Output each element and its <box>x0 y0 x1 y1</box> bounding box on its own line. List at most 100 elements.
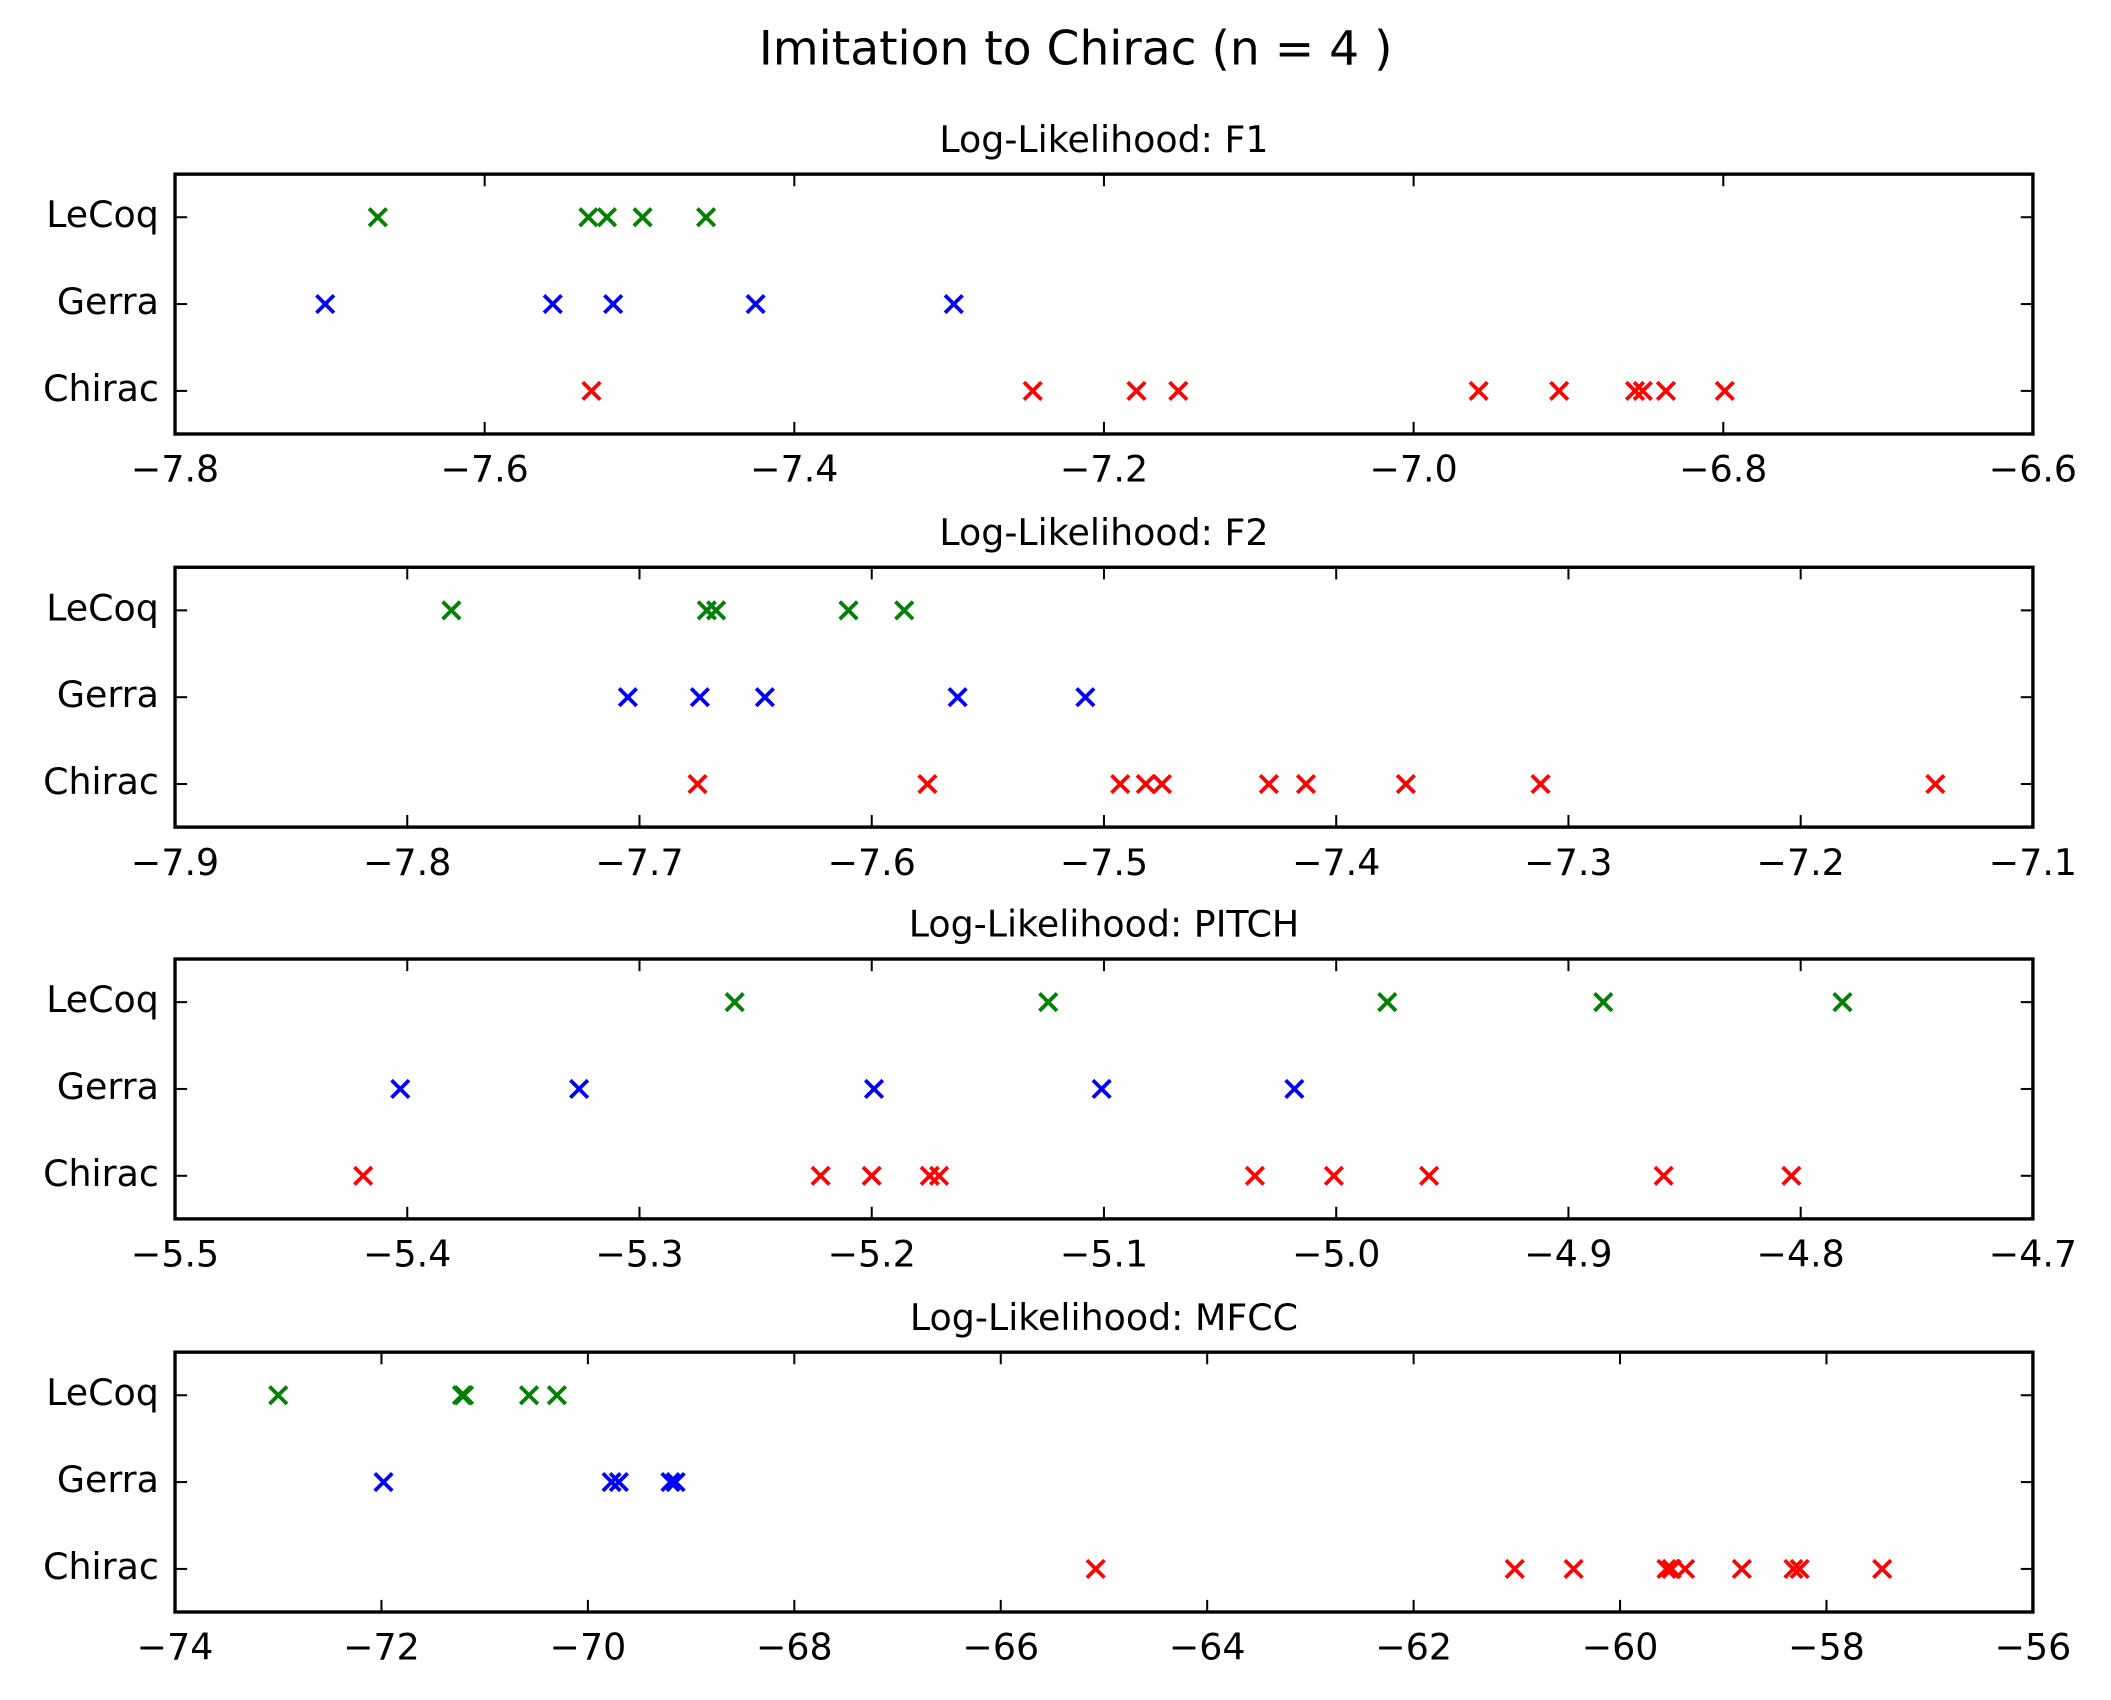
point <box>1022 380 1043 401</box>
point <box>1244 1165 1266 1186</box>
y-tick-label: Chirac <box>43 367 159 410</box>
point <box>1593 992 1614 1013</box>
point <box>542 293 563 315</box>
y-tick-label: LeCoq <box>46 193 159 236</box>
point <box>1674 1558 1696 1580</box>
subplot-title: Log-Likelihood: MFCC <box>910 1296 1298 1339</box>
y-tick-label: LeCoq <box>46 586 159 629</box>
point <box>601 1472 622 1493</box>
point <box>518 1385 540 1406</box>
x-tick-label: −4.9 <box>1524 1233 1612 1276</box>
x-tick-label: −7.6 <box>828 841 916 884</box>
subplot-title: Log-Likelihood: PITCH <box>909 903 1299 946</box>
point <box>695 207 717 228</box>
point <box>689 687 710 708</box>
point <box>569 1078 590 1100</box>
point <box>373 1472 394 1493</box>
point <box>1832 992 1853 1013</box>
point <box>1126 380 1147 401</box>
point <box>665 1472 686 1493</box>
point <box>1091 1078 1112 1100</box>
axes-frame <box>173 957 2035 1221</box>
point <box>660 1472 681 1493</box>
axes-frame <box>173 565 2035 829</box>
y-tick-label: Gerra <box>57 1065 159 1108</box>
y-tick-label: LeCoq <box>46 978 159 1021</box>
x-tick-label: −7.1 <box>1989 841 2077 884</box>
point <box>754 687 775 708</box>
point <box>1085 1558 1106 1580</box>
point <box>1530 773 1551 795</box>
y-tick-label: Gerra <box>57 280 159 323</box>
x-tick-label: −68 <box>756 1626 833 1669</box>
point <box>687 773 708 795</box>
point <box>1075 687 1096 708</box>
x-tick-label: −5.0 <box>1292 1233 1380 1276</box>
x-tick-label: −7.2 <box>1060 448 1148 491</box>
point <box>1504 1558 1525 1580</box>
point <box>838 600 859 621</box>
x-tick-label: −74 <box>137 1626 214 1669</box>
point <box>1323 1165 1344 1186</box>
x-tick-label: −56 <box>1995 1626 2072 1669</box>
x-tick-label: −7.9 <box>131 841 219 884</box>
x-tick-label: −58 <box>1788 1626 1865 1669</box>
x-tick-label: −7.2 <box>1757 841 1845 884</box>
axes-frame <box>173 172 2035 436</box>
point <box>1624 380 1646 401</box>
point <box>1038 992 1059 1013</box>
point <box>1789 1558 1810 1580</box>
point <box>1135 773 1156 795</box>
point <box>1783 1558 1804 1580</box>
point <box>1632 380 1653 401</box>
y-tick-label: Gerra <box>57 1458 159 1501</box>
x-tick-label: −5.5 <box>131 1233 219 1276</box>
point <box>1395 773 1416 795</box>
x-tick-label: −7.6 <box>441 448 529 491</box>
point <box>1284 1078 1305 1100</box>
x-tick-label: −7.0 <box>1369 448 1457 491</box>
point <box>1295 773 1317 795</box>
x-tick-label: −70 <box>550 1626 627 1669</box>
point <box>1714 380 1735 401</box>
point <box>1656 1558 1677 1580</box>
x-tick-label: −5.3 <box>595 1233 683 1276</box>
point <box>1377 992 1398 1013</box>
x-tick-label: −66 <box>962 1626 1039 1669</box>
point <box>546 1385 568 1406</box>
x-tick-label: −72 <box>343 1626 420 1669</box>
point <box>390 1078 411 1100</box>
subplot-title: Log-Likelihood: F1 <box>939 118 1268 161</box>
x-tick-label: −4.7 <box>1989 1233 2077 1276</box>
point <box>581 380 602 401</box>
point <box>1258 773 1279 795</box>
point <box>810 1165 831 1186</box>
y-tick-label: Chirac <box>43 760 159 803</box>
figure-title: Imitation to Chirac (n = 4 ) <box>759 22 1393 77</box>
point <box>608 1472 629 1493</box>
point <box>1563 1558 1584 1580</box>
x-tick-label: −5.2 <box>828 1233 916 1276</box>
point <box>1110 773 1131 795</box>
axes-frame <box>173 1350 2035 1614</box>
point <box>596 207 618 228</box>
x-tick-label: −62 <box>1375 1626 1452 1669</box>
point <box>947 687 968 708</box>
y-tick-label: Chirac <box>43 1545 159 1588</box>
x-tick-label: −5.4 <box>363 1233 451 1276</box>
point <box>863 1078 885 1100</box>
y-tick-label: Gerra <box>57 673 159 716</box>
point <box>1655 380 1677 401</box>
point <box>943 293 964 315</box>
y-tick-label: LeCoq <box>46 1371 159 1414</box>
point <box>315 293 336 315</box>
x-tick-label: −7.4 <box>1292 841 1380 884</box>
point <box>861 1165 882 1186</box>
point <box>917 773 938 795</box>
point <box>1419 1165 1440 1186</box>
point <box>632 207 653 228</box>
point <box>1872 1558 1893 1580</box>
point <box>1151 773 1173 795</box>
point <box>1653 1165 1674 1186</box>
